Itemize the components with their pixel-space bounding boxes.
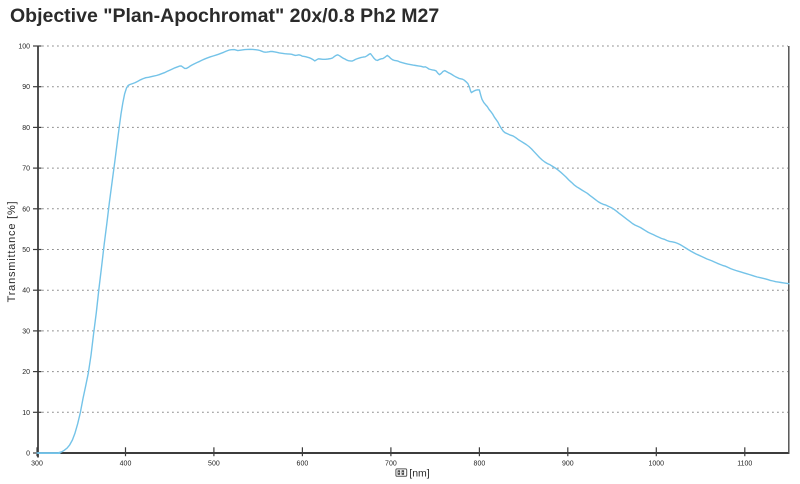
svg-text:Objective "Plan-Apochromat" 20: Objective "Plan-Apochromat" 20x/0.8 Ph2 … (10, 5, 439, 27)
svg-text:700: 700 (385, 461, 397, 468)
svg-text:Transmittance [%]: Transmittance [%] (6, 201, 18, 303)
svg-text:600: 600 (297, 461, 309, 468)
svg-text:10: 10 (22, 410, 30, 417)
svg-text:90: 90 (22, 84, 30, 91)
svg-text:70: 70 (22, 166, 30, 173)
svg-text:500: 500 (208, 461, 220, 468)
svg-text:1000: 1000 (649, 461, 665, 468)
svg-text:50: 50 (22, 247, 30, 254)
svg-text:20: 20 (22, 369, 30, 376)
svg-text:300: 300 (31, 461, 43, 468)
svg-text:60: 60 (22, 206, 30, 213)
svg-text:40: 40 (22, 288, 30, 295)
svg-text:400: 400 (120, 461, 132, 468)
svg-text:1100: 1100 (737, 461, 752, 468)
svg-text:100: 100 (18, 44, 30, 51)
svg-text:30: 30 (22, 328, 30, 335)
svg-text:800: 800 (474, 461, 486, 468)
svg-text:80: 80 (22, 125, 30, 132)
svg-text:0: 0 (26, 451, 30, 458)
svg-text:900: 900 (562, 461, 574, 468)
svg-text:[nm]: [nm] (409, 467, 430, 479)
